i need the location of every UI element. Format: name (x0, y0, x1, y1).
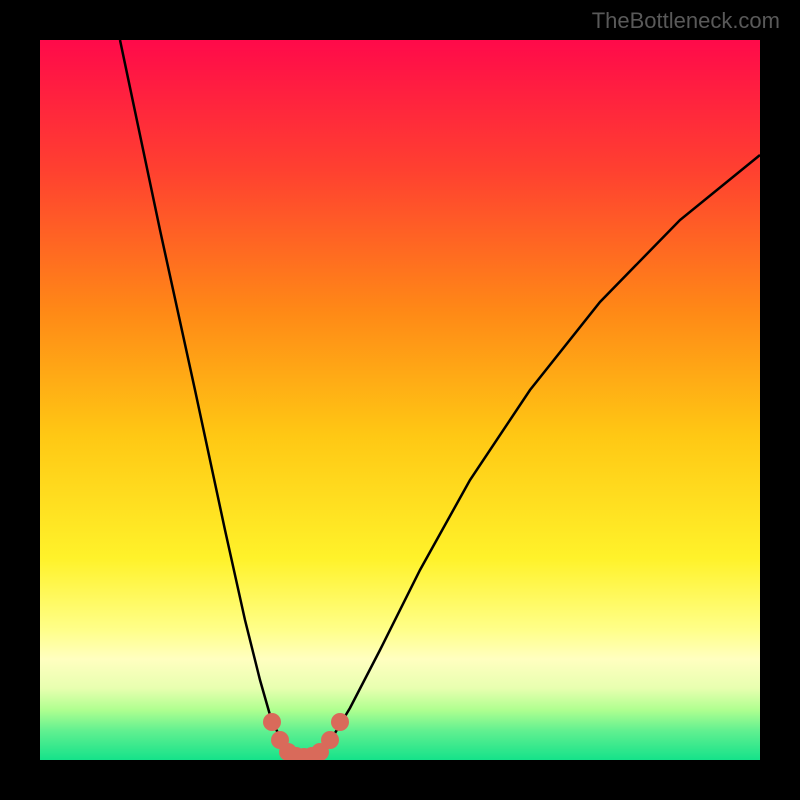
marker-point (331, 713, 349, 731)
watermark-text: TheBottleneck.com (592, 8, 780, 34)
plot-area (40, 40, 760, 760)
bottleneck-curve (40, 40, 760, 760)
marker-point (321, 731, 339, 749)
marker-point (263, 713, 281, 731)
